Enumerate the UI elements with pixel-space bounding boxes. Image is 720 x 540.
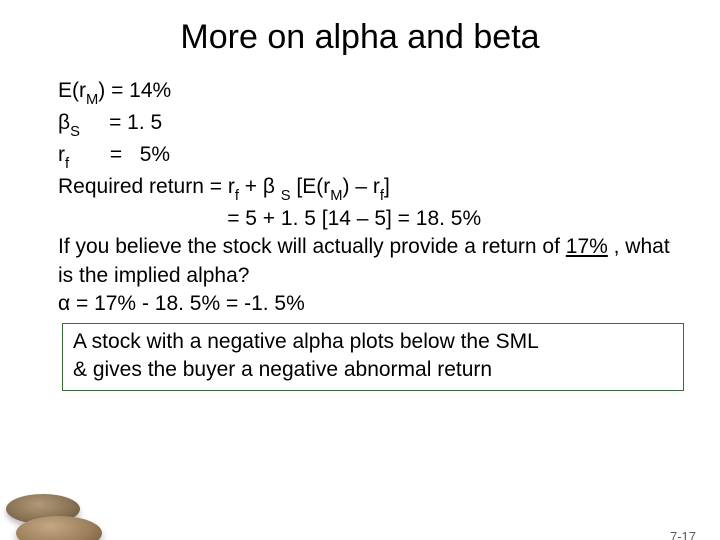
box-line-1: A stock with a negative alpha plots belo… <box>73 328 673 356</box>
t: [E(r <box>291 175 331 198</box>
t: β <box>58 111 70 134</box>
t: If you believe the stock will actually p… <box>58 235 566 258</box>
t: r <box>58 143 65 166</box>
callout-box: A stock with a negative alpha plots belo… <box>62 323 684 392</box>
sub-m: M <box>86 92 98 108</box>
sub-s: S <box>281 188 291 204</box>
t: ] <box>384 175 390 198</box>
sub-s: S <box>70 124 80 140</box>
box-line-2: & gives the buyer a negative abnormal re… <box>73 356 673 384</box>
t: ) – r <box>343 175 380 198</box>
t: = 5% <box>69 143 170 166</box>
pebble-icon <box>16 516 102 540</box>
slide: More on alpha and beta E(rM) = 14% βS = … <box>0 18 720 540</box>
line-required-return-calc: = 5 + 1. 5 [14 – 5] = 18. 5% <box>58 205 680 233</box>
underline-17pct: 17% <box>566 235 608 258</box>
slide-title: More on alpha and beta <box>0 18 720 57</box>
line-required-return: Required return = rf + β S [E(rM) – rf] <box>58 173 680 205</box>
sub-m: M <box>330 188 342 204</box>
page-number: 7-17 <box>670 529 696 540</box>
sub-f: f <box>65 156 69 172</box>
slide-body: E(rM) = 14% βS = 1. 5 rf = 5% Required r… <box>58 77 680 391</box>
t: + β <box>239 175 281 198</box>
line-alpha-calc: α = 17% - 18. 5% = -1. 5% <box>58 290 680 318</box>
line-erm: E(rM) = 14% <box>58 77 680 109</box>
line-question: If you believe the stock will actually p… <box>58 233 680 290</box>
sub-f: f <box>235 188 239 204</box>
t: = 1. 5 <box>80 111 162 134</box>
t: ) = 14% <box>98 79 171 102</box>
line-rf: rf = 5% <box>58 141 680 173</box>
t: Required return = r <box>58 175 235 198</box>
line-beta-s: βS = 1. 5 <box>58 109 680 141</box>
t: E(r <box>58 79 86 102</box>
sub-f: f <box>380 188 384 204</box>
